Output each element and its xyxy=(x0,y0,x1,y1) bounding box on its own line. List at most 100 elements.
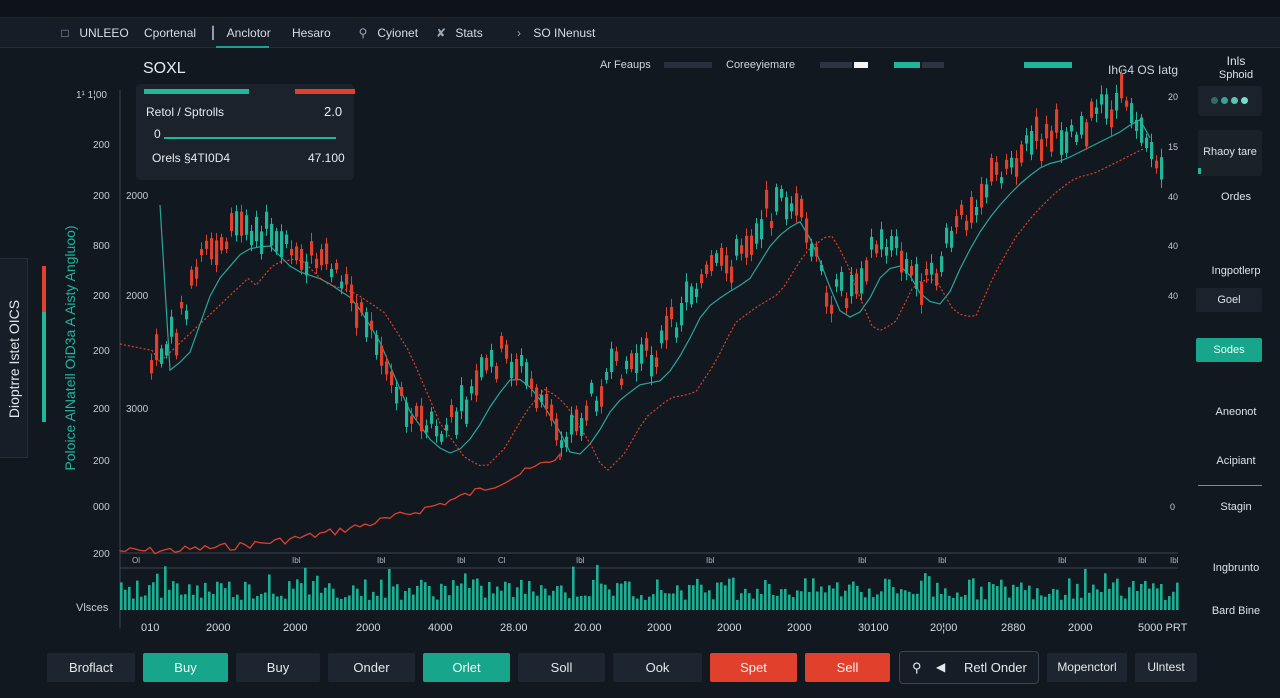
candle xyxy=(815,246,819,257)
candle xyxy=(315,258,319,269)
candle xyxy=(845,298,849,308)
candle xyxy=(675,327,679,338)
soll-button[interactable]: Soll xyxy=(518,653,605,682)
volume-bar xyxy=(576,596,579,610)
menu-item-anclotor[interactable]: ┃ Anclotor xyxy=(206,18,279,48)
volume-bar xyxy=(692,585,695,610)
volume-bar xyxy=(804,578,807,610)
price-chart[interactable]: Ol Ibl Ibl Ibl Cl Ibl Ibl Ibl Ibl Ibl Ibl Ibl xyxy=(0,48,1190,648)
retl-order-button[interactable]: ⚲ ◀ Retl Onder xyxy=(899,651,1039,684)
candle xyxy=(730,266,734,283)
orlet-button[interactable]: Orlet xyxy=(423,653,510,682)
buy-button[interactable]: Buy xyxy=(236,653,320,682)
candle xyxy=(1045,123,1049,139)
volume-bar xyxy=(828,585,831,610)
goal-button[interactable]: Goel xyxy=(1196,288,1262,312)
bard-label[interactable]: Bard Bine xyxy=(1211,605,1261,617)
menu-item-label: SO INenust xyxy=(533,26,596,40)
volume-bar xyxy=(736,599,739,610)
volume-bar xyxy=(856,585,859,610)
symbol-label: SOXL xyxy=(143,60,186,77)
candle xyxy=(575,409,579,432)
volume-bar xyxy=(680,590,683,610)
menu-item-cyionet[interactable]: ⚲ Cyionet xyxy=(356,18,418,48)
x-tick-label: Ibl xyxy=(706,556,715,565)
volume-bar xyxy=(212,594,215,610)
candle xyxy=(370,320,374,330)
panel-slider[interactable] xyxy=(164,137,336,139)
volume-bar xyxy=(1156,588,1159,610)
spet-button[interactable]: Spet xyxy=(710,653,797,682)
volume-bar xyxy=(976,599,979,610)
volume-bar xyxy=(368,599,371,610)
menu-item-hesaro[interactable]: Hesaro xyxy=(292,18,331,48)
volume-bar xyxy=(688,584,691,610)
volume-bar xyxy=(1068,578,1071,610)
candle xyxy=(580,418,584,436)
candle xyxy=(570,414,574,435)
volume-bar xyxy=(1052,588,1055,610)
sodes-button[interactable]: Sodes xyxy=(1196,338,1262,362)
candle xyxy=(160,348,164,364)
y-axis-label: 200 xyxy=(93,140,110,151)
volume-bar xyxy=(152,582,155,610)
side-tab[interactable]: Dioptrre Istet OICS xyxy=(0,258,28,458)
volume-bar xyxy=(520,579,523,610)
volume-bar xyxy=(176,583,179,610)
volume-bar xyxy=(656,579,659,610)
volume-bar xyxy=(192,594,195,610)
candle xyxy=(765,189,769,209)
volume-bar xyxy=(324,587,327,610)
candle xyxy=(940,256,944,272)
volume-bar xyxy=(952,598,955,610)
volume-bar xyxy=(412,594,415,610)
candle xyxy=(250,230,254,246)
candle xyxy=(475,370,479,396)
candle xyxy=(1090,101,1094,118)
volume-bar xyxy=(1000,579,1003,610)
ulntest-button[interactable]: Ulntest xyxy=(1135,653,1197,682)
volume-bar xyxy=(436,599,439,610)
mopenctorl-button[interactable]: Mopenctorl xyxy=(1047,653,1127,682)
menu-item-stats[interactable]: ✘ Stats xyxy=(434,18,483,48)
orders-label[interactable]: Ordes xyxy=(1221,191,1251,203)
buy-button-primary[interactable]: Buy xyxy=(143,653,228,682)
candle xyxy=(960,204,964,215)
candle xyxy=(615,351,619,362)
volume-bar xyxy=(496,586,499,610)
order-button[interactable]: Onder xyxy=(328,653,415,682)
volume-bar xyxy=(360,596,363,610)
menu-item-cportenal[interactable]: Cportenal xyxy=(144,18,196,48)
candle xyxy=(965,220,969,231)
volume-bar xyxy=(432,596,435,610)
volume-bar xyxy=(840,596,843,610)
volume-bar xyxy=(544,588,547,610)
candle xyxy=(345,274,349,285)
volume-bar xyxy=(904,590,907,610)
volume-bar xyxy=(1140,584,1143,610)
candle xyxy=(910,265,914,276)
legend-swatch xyxy=(894,62,920,68)
ingbr-label[interactable]: Ingbrunto xyxy=(1212,562,1260,574)
price-readout: IhG4 OS Iatg xyxy=(1108,63,1179,77)
menu-item-so-inenust[interactable]: › SO INenust xyxy=(512,18,595,48)
rates-card[interactable]: Rhaoy tare xyxy=(1198,130,1262,176)
sell-button[interactable]: Sell xyxy=(805,653,890,682)
volume-bar xyxy=(388,569,391,610)
acipt-label[interactable]: Acipiant xyxy=(1216,455,1256,467)
volume-bar xyxy=(1100,592,1103,610)
broflact-button[interactable]: Broflact xyxy=(47,653,135,682)
ook-button[interactable]: Ook xyxy=(613,653,702,682)
candle xyxy=(1035,116,1039,141)
ingp-label[interactable]: Ingpotlerp xyxy=(1211,265,1261,277)
volume-bar xyxy=(892,587,895,610)
volume-bar xyxy=(684,599,687,610)
stagin-label[interactable]: Stagin xyxy=(1220,501,1252,513)
candle xyxy=(320,249,324,266)
volume-bar xyxy=(936,582,939,610)
candle xyxy=(1030,131,1034,155)
menu-item-unleeo[interactable]: □ UNLEEO xyxy=(58,18,128,48)
candle xyxy=(880,229,884,250)
aneol-label[interactable]: Aneonot xyxy=(1215,406,1257,418)
volume-bar xyxy=(540,585,543,610)
